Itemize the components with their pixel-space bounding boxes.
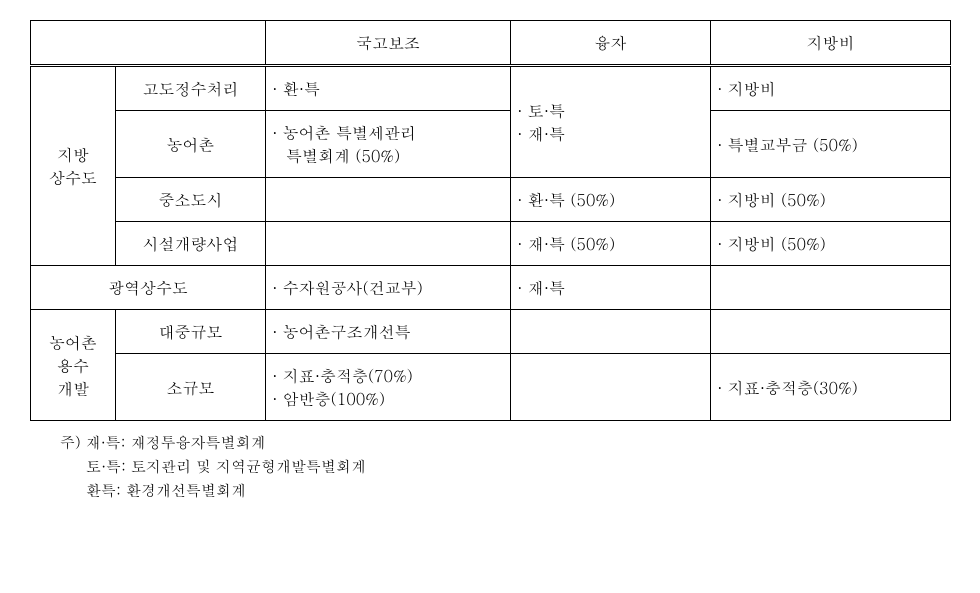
note-line-2: 토·특: 토지관리 및 지역균형개발특별회계: [60, 455, 950, 479]
table-row: 중소도시 · 환·특 (50%) · 지방비 (50%): [31, 178, 951, 222]
cell-r2c3-l2: 특별회계 (50%): [272, 144, 502, 167]
cell-r2c5: · 특별교부금 (50%): [711, 111, 951, 178]
cat2-small-city: 중소도시: [116, 178, 266, 222]
cell-rd1-c3: · 농어촌구조개선특: [266, 310, 511, 354]
main-table: 국고보조 융자 지방비 지방 상수도 고도정수처리 · 환·특 · 토·특 · …: [30, 20, 951, 421]
cell-rd1-c4: [511, 310, 711, 354]
cell-r2c3: · 농어촌 특별세관리 특별회계 (50%): [266, 111, 511, 178]
note-1-text: 재·특: 재정투융자특별회계: [86, 432, 266, 453]
notes-section: 주) 재·특: 재정투융자특별회계 토·특: 토지관리 및 지역균형개발특별회계…: [60, 431, 950, 503]
note-line-3: 환특: 환경개선특별회계: [60, 479, 950, 503]
table-header-row: 국고보조 융자 지방비: [31, 21, 951, 66]
cell-r1c3: · 환·특: [266, 66, 511, 111]
cat-regional-water: 광역상수도: [31, 266, 266, 310]
table-row: 광역상수도 · 수자원공사(건교부) · 재·특: [31, 266, 951, 310]
cell-rd2-c3-l2: · 암반층(100%): [272, 387, 502, 410]
cat2-facility: 시설개량사업: [116, 222, 266, 266]
cell-r12c4: · 토·특 · 재·특: [511, 66, 711, 178]
cell-r4c5: · 지방비 (50%): [711, 222, 951, 266]
cat2-rural: 농어촌: [116, 111, 266, 178]
table-row: 소규모 · 지표·충적층(70%) · 암반층(100%) · 지표·충적층(3…: [31, 354, 951, 421]
cat1-rural-dev: 농어촌 용수 개발: [31, 310, 116, 421]
cat1-local-water: 지방 상수도: [31, 66, 116, 266]
note-prefix: 주): [60, 432, 81, 453]
cat2-small-scale: 소규모: [116, 354, 266, 421]
cell-r4c4: · 재·특 (50%): [511, 222, 711, 266]
header-col5: 지방비: [711, 21, 951, 66]
table-row: 시설개량사업 · 재·특 (50%) · 지방비 (50%): [31, 222, 951, 266]
cell-r3c4: · 환·특 (50%): [511, 178, 711, 222]
table-row: 농어촌 용수 개발 대중규모 · 농어촌구조개선특: [31, 310, 951, 354]
cell-rd1-c5: [711, 310, 951, 354]
cell-r1c5: · 지방비: [711, 66, 951, 111]
cell-r12c4-l1: · 토·특: [517, 99, 702, 122]
cat2-large-scale: 대중규모: [116, 310, 266, 354]
cell-r3c5: · 지방비 (50%): [711, 178, 951, 222]
cell-r2c3-l1: · 농어촌 특별세관리: [272, 121, 502, 144]
cell-rw-c4: · 재·특: [511, 266, 711, 310]
cell-rd2-c4: [511, 354, 711, 421]
cell-r3c3: [266, 178, 511, 222]
note-line-1: 주) 재·특: 재정투융자특별회계: [60, 431, 950, 455]
cell-r12c4-l2: · 재·특: [517, 122, 702, 145]
header-blank: [31, 21, 266, 66]
cell-r4c3: [266, 222, 511, 266]
cell-rw-c5: [711, 266, 951, 310]
cell-rw-c3: · 수자원공사(건교부): [266, 266, 511, 310]
header-col4: 융자: [511, 21, 711, 66]
cell-rd2-c3: · 지표·충적층(70%) · 암반층(100%): [266, 354, 511, 421]
table-row: 농어촌 · 농어촌 특별세관리 특별회계 (50%) · 특별교부금 (50%): [31, 111, 951, 178]
table-row: 지방 상수도 고도정수처리 · 환·특 · 토·특 · 재·특 · 지방비: [31, 66, 951, 111]
cat2-advanced: 고도정수처리: [116, 66, 266, 111]
header-col3: 국고보조: [266, 21, 511, 66]
cell-rd2-c5: · 지표·충적층(30%): [711, 354, 951, 421]
cell-rd2-c3-l1: · 지표·충적층(70%): [272, 364, 502, 387]
